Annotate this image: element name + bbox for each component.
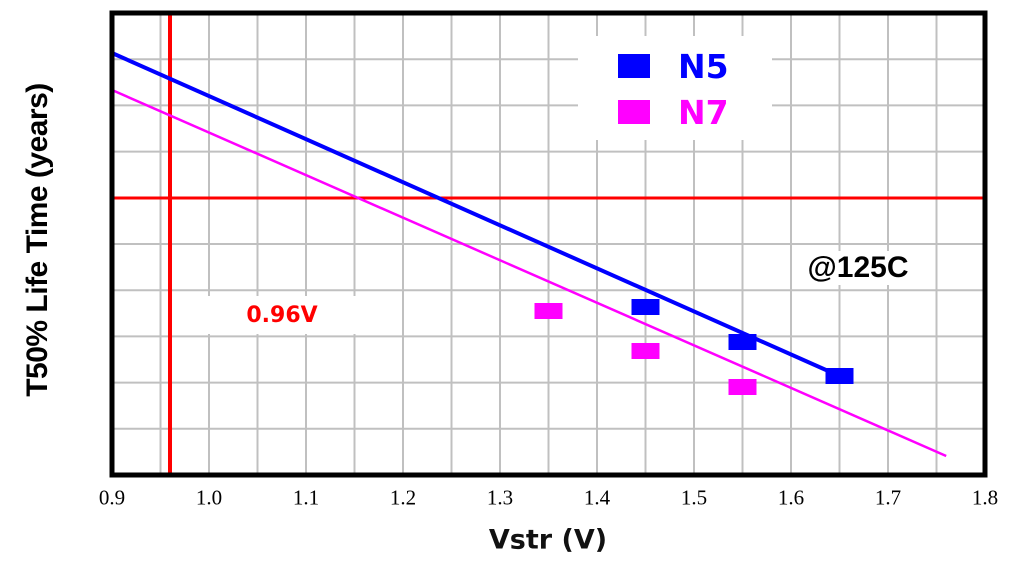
- data-point-n5: [631, 299, 660, 315]
- x-axis-label: Vstr (V): [488, 524, 608, 556]
- trend-line-n7: [111, 88, 947, 458]
- legend-item-n7: N7: [618, 92, 729, 132]
- x-tick-label: 1.2: [389, 485, 417, 510]
- data-point-n7: [534, 303, 563, 319]
- data-point-n5: [825, 368, 854, 384]
- x-tick-label: 0.9: [98, 485, 126, 510]
- data-series: [111, 51, 947, 458]
- x-tick-label: 1.0: [195, 485, 223, 510]
- legend-swatch-n5: [618, 54, 650, 78]
- voltage-annotation-text: 0.96V: [246, 302, 318, 328]
- temperature-annotation: @125C: [803, 251, 913, 285]
- legend: N5 N7: [578, 36, 772, 140]
- x-tick-label: 1.7: [874, 485, 902, 510]
- x-tick-label: 1.4: [583, 485, 611, 510]
- data-point-n7: [728, 379, 757, 395]
- plot-frame: [109, 10, 988, 478]
- grid-lines: [112, 13, 985, 475]
- legend-swatch-n7: [618, 100, 650, 124]
- legend-item-n5: N5: [618, 46, 729, 86]
- legend-label-n5: N5: [678, 46, 729, 86]
- y-axis-label: T50% Life Time (years): [21, 83, 54, 397]
- voltage-annotation: 0.96V: [206, 296, 358, 334]
- x-tick-label: 1.6: [777, 485, 805, 510]
- x-tick-label: 1.5: [680, 485, 708, 510]
- data-point-n7: [631, 343, 660, 359]
- x-tick-label: 1.1: [292, 485, 320, 510]
- legend-label-n7: N7: [678, 92, 729, 132]
- x-tick-label: 1.8: [971, 485, 999, 510]
- trend-line-n5: [111, 51, 841, 378]
- data-point-n5: [728, 334, 757, 350]
- x-tick-label: 1.3: [486, 485, 514, 510]
